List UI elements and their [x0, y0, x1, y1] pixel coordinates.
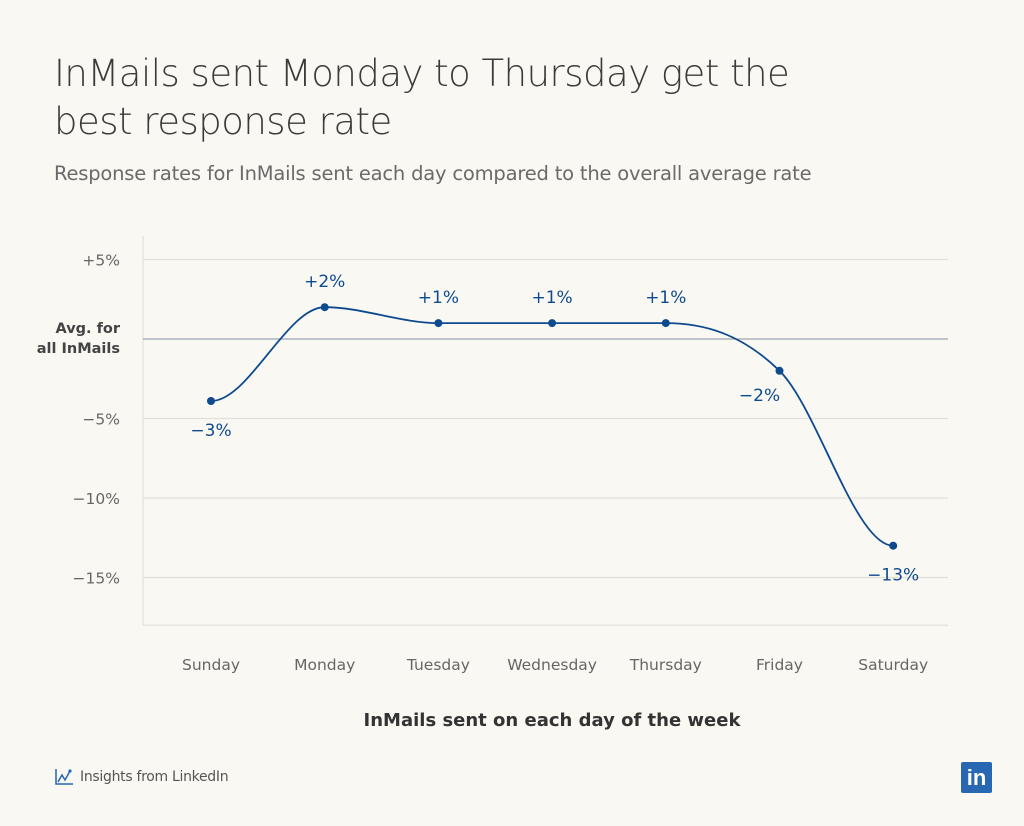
x-tick-label: Saturday: [858, 656, 928, 674]
y-tick-label: +5%: [82, 252, 120, 270]
footer: Insights from LinkedIn: [54, 768, 229, 786]
footer-text: Insights from LinkedIn: [80, 769, 229, 785]
chart-subtitle: Response rates for InMails sent each day…: [54, 162, 812, 185]
linkedin-logo[interactable]: in: [961, 762, 992, 793]
data-point: [320, 303, 329, 312]
data-label: −3%: [190, 421, 231, 441]
data-point: [207, 397, 215, 406]
x-tick-label: Monday: [294, 656, 355, 674]
x-tick-label: Thursday: [629, 656, 702, 674]
data-point: [889, 541, 898, 550]
y-tick-label: −15%: [73, 570, 120, 588]
x-tick-label: Tuesday: [406, 656, 470, 674]
x-tick-label: Friday: [756, 656, 803, 674]
data-label: +1%: [418, 288, 459, 308]
data-point: [775, 366, 784, 375]
line-chart-icon: [55, 769, 73, 785]
data-label: +2%: [304, 272, 345, 292]
x-axis-title: InMails sent on each day of the week: [364, 710, 742, 731]
x-tick-label: Wednesday: [507, 656, 597, 674]
y-tick-label: all InMails: [37, 341, 120, 357]
data-label: +1%: [645, 288, 686, 308]
data-label: −13%: [867, 566, 919, 586]
data-point: [661, 319, 670, 328]
y-tick-label: −10%: [73, 490, 120, 508]
y-tick-label: −5%: [82, 411, 120, 429]
x-tick-label: Sunday: [182, 656, 240, 674]
data-point: [434, 319, 443, 328]
data-label: +1%: [531, 288, 572, 308]
y-tick-label: Avg. for: [55, 321, 120, 337]
series-line: [210, 306, 894, 547]
chart-title: InMails sent Monday to Thursday get the …: [54, 52, 790, 143]
data-label: −2%: [739, 386, 780, 406]
data-point: [548, 319, 557, 328]
